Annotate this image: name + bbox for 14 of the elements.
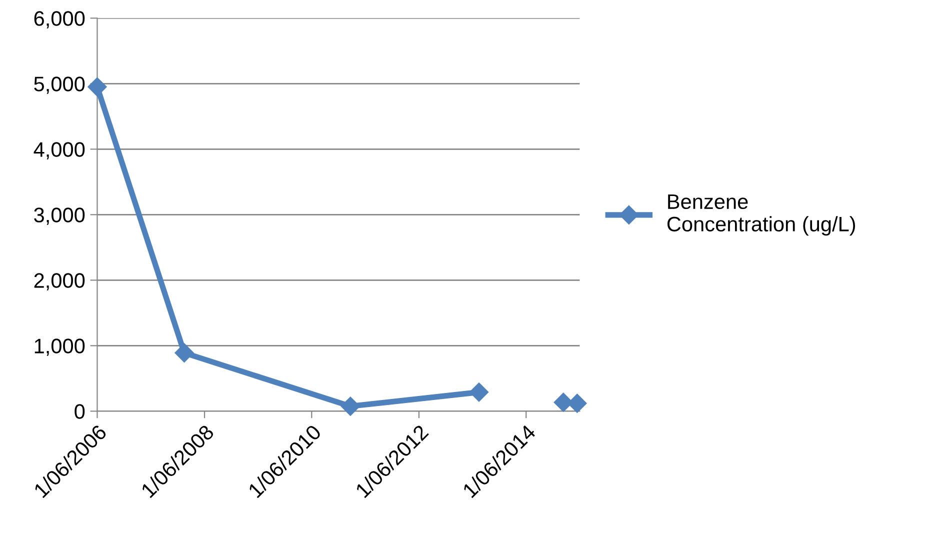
y-tick-label: 0 [74,404,85,419]
point [554,392,573,412]
y-tick-label: 4,000 [34,142,85,160]
y-tick-label: 3,000 [34,208,85,225]
point [469,382,489,402]
y-tick-label: 1,000 [34,338,85,356]
y-tick-label: 2,000 [34,273,85,290]
point [568,394,587,413]
point [88,77,107,96]
y-tick-label: 5,000 [34,76,85,94]
y-tick-label: 6,000 [34,11,85,28]
point [340,396,360,416]
legend-label: Benzene Concentration (ug/L) [667,194,856,236]
point [174,343,194,362]
